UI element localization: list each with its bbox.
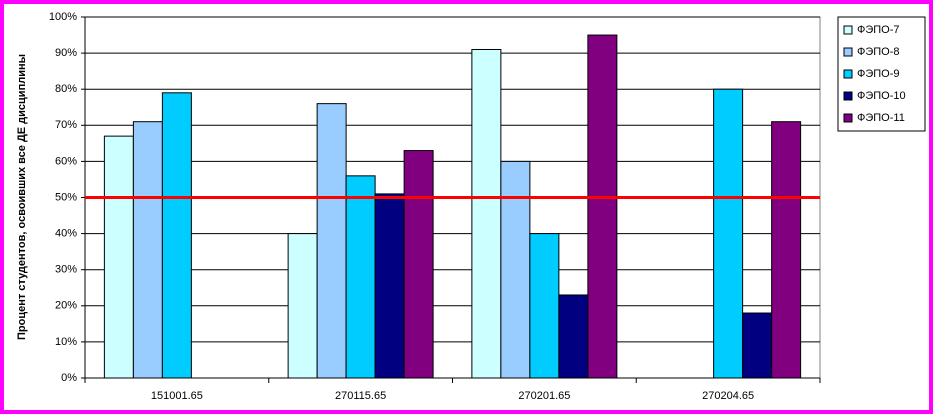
y-tick-label: 50% (55, 191, 77, 203)
legend-swatch (843, 69, 853, 79)
y-tick-label: 100% (49, 11, 77, 23)
bar (132, 121, 163, 379)
legend-swatch (843, 91, 853, 101)
bar (471, 48, 502, 379)
bar (316, 103, 347, 379)
legend-label: ФЭПО-9 (857, 68, 900, 80)
x-tick-label: 270201.65 (518, 390, 570, 402)
bar (771, 121, 802, 379)
y-tick-label: 90% (55, 47, 77, 59)
legend-swatch (843, 47, 853, 57)
legend-swatch (843, 25, 853, 35)
bar (287, 233, 318, 379)
bar (558, 294, 589, 379)
legend-label: ФЭПО-11 (857, 112, 905, 124)
y-tick-label: 30% (55, 264, 77, 276)
y-tick-label: 60% (55, 155, 77, 167)
y-tick-label: 0% (61, 372, 77, 384)
legend-label: ФЭПО-8 (857, 46, 900, 58)
y-tick-label: 80% (55, 83, 77, 95)
legend-swatch (843, 113, 853, 123)
bar (103, 135, 134, 379)
legend-label: ФЭПО-7 (857, 24, 900, 36)
x-tick-label: 270115.65 (335, 390, 386, 402)
bar (587, 34, 618, 379)
bar (345, 175, 376, 379)
y-axis-title: Процент студентов, освоивших все ДЕ дисц… (16, 54, 28, 340)
y-tick-label: 70% (55, 119, 77, 131)
bar (529, 233, 560, 379)
y-tick-label: 20% (55, 300, 77, 312)
legend-label: ФЭПО-10 (857, 90, 906, 102)
bar (500, 160, 531, 379)
bar (742, 312, 773, 379)
bar (403, 150, 434, 379)
y-tick-label: 10% (55, 336, 77, 348)
x-tick-label: 151001.65 (151, 390, 203, 402)
x-tick-label: 270204.65 (702, 390, 754, 402)
bar (713, 88, 744, 379)
bar (374, 193, 405, 379)
bar (161, 92, 192, 379)
y-tick-label: 40% (55, 228, 77, 240)
